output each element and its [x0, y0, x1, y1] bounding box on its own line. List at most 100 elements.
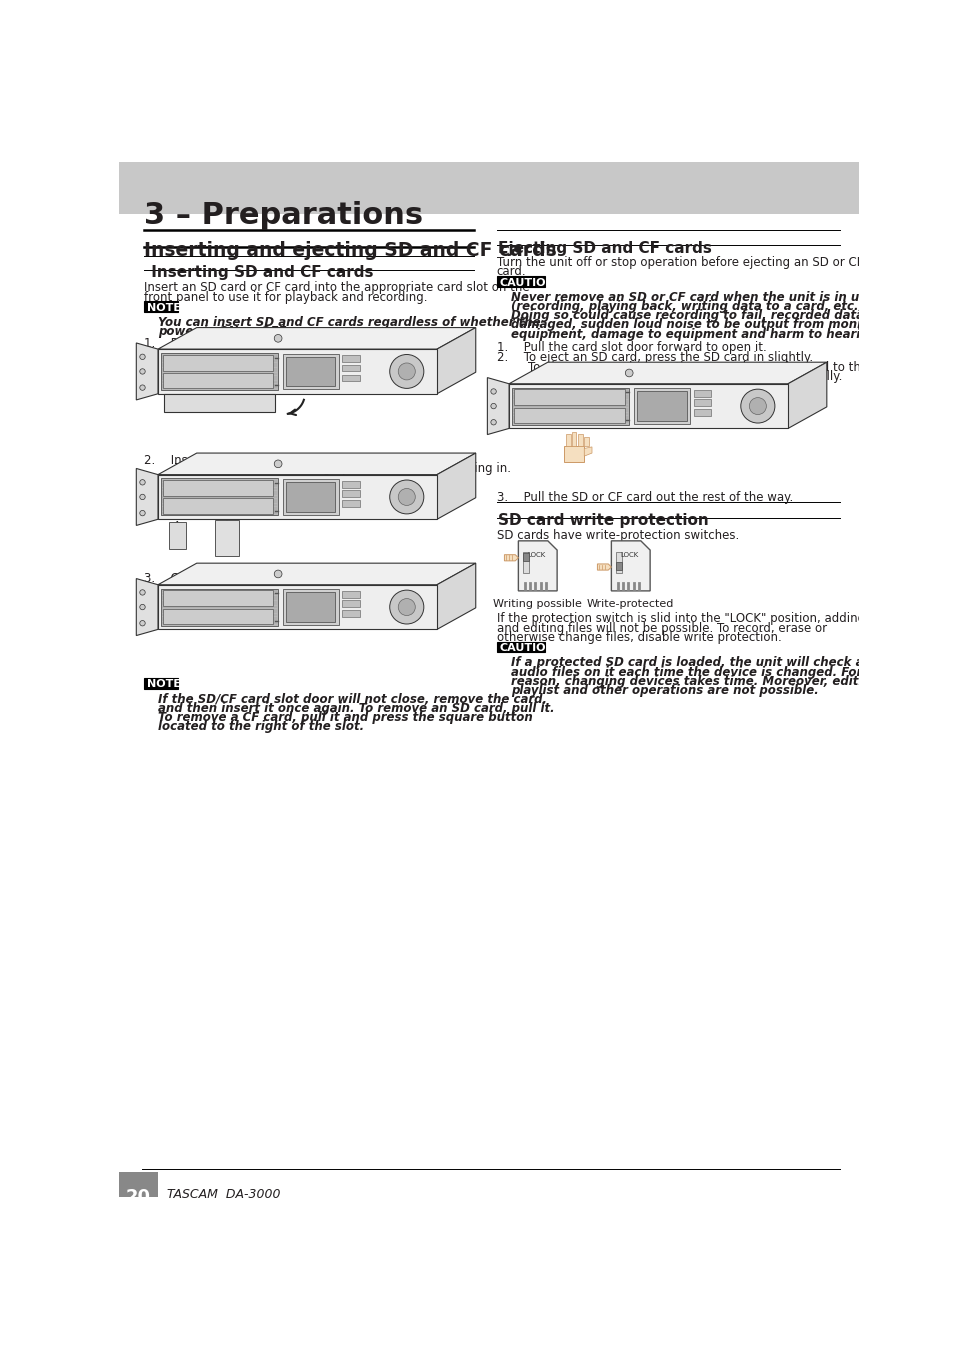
Bar [693, 409, 711, 416]
Bar [637, 392, 686, 421]
Text: 1.  Pull the card slot door forward to open it.: 1. Pull the card slot door forward to op… [144, 336, 414, 350]
Text: NOTE: NOTE [147, 679, 181, 690]
Text: SD cards have write-protection switches.: SD cards have write-protection switches. [497, 528, 739, 541]
Circle shape [140, 369, 145, 374]
Text: CAUTION: CAUTION [499, 278, 555, 288]
Polygon shape [136, 468, 158, 525]
Bar [342, 355, 360, 362]
Text: and editing files will not be possible. To record, erase or: and editing files will not be possible. … [497, 622, 826, 634]
Bar [497, 641, 544, 652]
Bar [282, 354, 338, 389]
Bar [162, 373, 274, 389]
Circle shape [491, 420, 496, 425]
Text: 3.  Close the card slot door.: 3. Close the card slot door. [144, 572, 314, 586]
Circle shape [397, 598, 415, 616]
Circle shape [274, 335, 282, 342]
Circle shape [140, 494, 145, 499]
Circle shape [390, 481, 423, 514]
Bar [616, 552, 621, 574]
Bar [342, 591, 360, 598]
Polygon shape [787, 362, 826, 428]
Text: Inserting and ejecting SD and CF cards: Inserting and ejecting SD and CF cards [144, 240, 557, 259]
Circle shape [140, 605, 145, 610]
Text: Doing so could cause recording to fail, recorded data to be: Doing so could cause recording to fail, … [510, 309, 901, 323]
Polygon shape [578, 433, 582, 446]
Text: The label should be facing up and the contacts facing in.: The label should be facing up and the co… [144, 462, 511, 475]
Text: Insert an SD card or CF card into the appropriate card slot on the: Insert an SD card or CF card into the ap… [144, 281, 529, 294]
Polygon shape [517, 541, 557, 591]
Bar [162, 590, 274, 606]
Text: (recording, playing back, writing data to a card, etc.).: (recording, playing back, writing data t… [510, 300, 867, 313]
Text: Writing possible: Writing possible [493, 599, 581, 609]
Bar [693, 400, 711, 406]
Text: To eject a CF card, press the square button located to the: To eject a CF card, press the square but… [497, 360, 867, 374]
Polygon shape [504, 555, 517, 560]
Circle shape [397, 489, 415, 505]
Circle shape [274, 460, 282, 467]
Polygon shape [571, 432, 576, 446]
Bar [282, 590, 338, 625]
Text: power is ON or OFF.: power is ON or OFF. [158, 325, 288, 339]
Circle shape [491, 389, 496, 394]
Polygon shape [158, 563, 476, 585]
Text: LOCK: LOCK [620, 552, 639, 558]
Polygon shape [161, 352, 278, 390]
Polygon shape [583, 437, 588, 446]
Polygon shape [158, 454, 476, 475]
Text: otherwise change files, disable write protection.: otherwise change files, disable write pr… [497, 630, 781, 644]
Polygon shape [611, 541, 649, 591]
Polygon shape [563, 446, 583, 462]
Text: 2.  Insert the SD/CF card with the correct orientation.: 2. Insert the SD/CF card with the correc… [144, 454, 466, 466]
Polygon shape [158, 328, 476, 350]
Bar [162, 609, 274, 624]
Polygon shape [509, 383, 787, 428]
Circle shape [748, 398, 765, 414]
Bar [162, 481, 274, 497]
Circle shape [140, 621, 145, 626]
Polygon shape [566, 433, 571, 446]
Bar [342, 481, 360, 487]
Bar [522, 552, 529, 574]
Circle shape [140, 590, 145, 595]
Text: audio files on it each time the device is changed. For this: audio files on it each time the device i… [510, 666, 890, 679]
Polygon shape [161, 478, 278, 516]
Text: CAUTION: CAUTION [499, 643, 555, 653]
Text: If a protected SD card is loaded, the unit will check all of the: If a protected SD card is loaded, the un… [510, 656, 914, 670]
Polygon shape [158, 585, 436, 629]
Bar [286, 356, 335, 386]
Bar [693, 390, 711, 397]
Bar [616, 563, 621, 570]
Polygon shape [436, 328, 476, 394]
Bar [633, 389, 689, 424]
Circle shape [390, 355, 423, 389]
Polygon shape [583, 447, 592, 456]
Text: Ejecting SD and CF cards: Ejecting SD and CF cards [497, 240, 711, 255]
Text: 3.  Pull the SD or CF card out the rest of the way.: 3. Pull the SD or CF card out the rest o… [497, 491, 792, 504]
Bar [497, 275, 544, 286]
Bar [522, 554, 529, 560]
Text: 20: 20 [125, 1188, 151, 1207]
Polygon shape [136, 579, 158, 636]
Text: NOTE: NOTE [147, 302, 181, 313]
Bar [513, 408, 624, 423]
Bar [286, 593, 335, 622]
Bar [342, 374, 360, 382]
Text: SD card write protection: SD card write protection [497, 513, 708, 528]
Circle shape [274, 570, 282, 578]
Text: damaged, sudden loud noise to be output from monitoring: damaged, sudden loud noise to be output … [510, 319, 900, 331]
Polygon shape [158, 350, 436, 394]
Bar [119, 1172, 158, 1197]
Text: 2.  To eject an SD card, press the SD card in slightly.: 2. To eject an SD card, press the SD car… [497, 351, 812, 364]
Text: card.: card. [497, 265, 526, 278]
Polygon shape [158, 475, 436, 520]
Text: and then insert it once again. To remove an SD card, pull it.: and then insert it once again. To remove… [158, 702, 554, 714]
Text: 3 – Preparations: 3 – Preparations [144, 201, 423, 230]
Circle shape [740, 389, 774, 423]
Text: If the protection switch is slid into the "LOCK" position, adding: If the protection switch is slid into th… [497, 613, 863, 625]
Text: Turn the unit off or stop operation before ejecting an SD or CF: Turn the unit off or stop operation befo… [497, 256, 862, 269]
Text: Inserting SD and CF cards: Inserting SD and CF cards [146, 265, 373, 281]
Bar [286, 482, 335, 512]
Text: LOCK: LOCK [527, 552, 545, 558]
Bar [282, 479, 338, 514]
Text: You can insert SD and CF cards regardless of whether the: You can insert SD and CF cards regardles… [158, 316, 540, 329]
